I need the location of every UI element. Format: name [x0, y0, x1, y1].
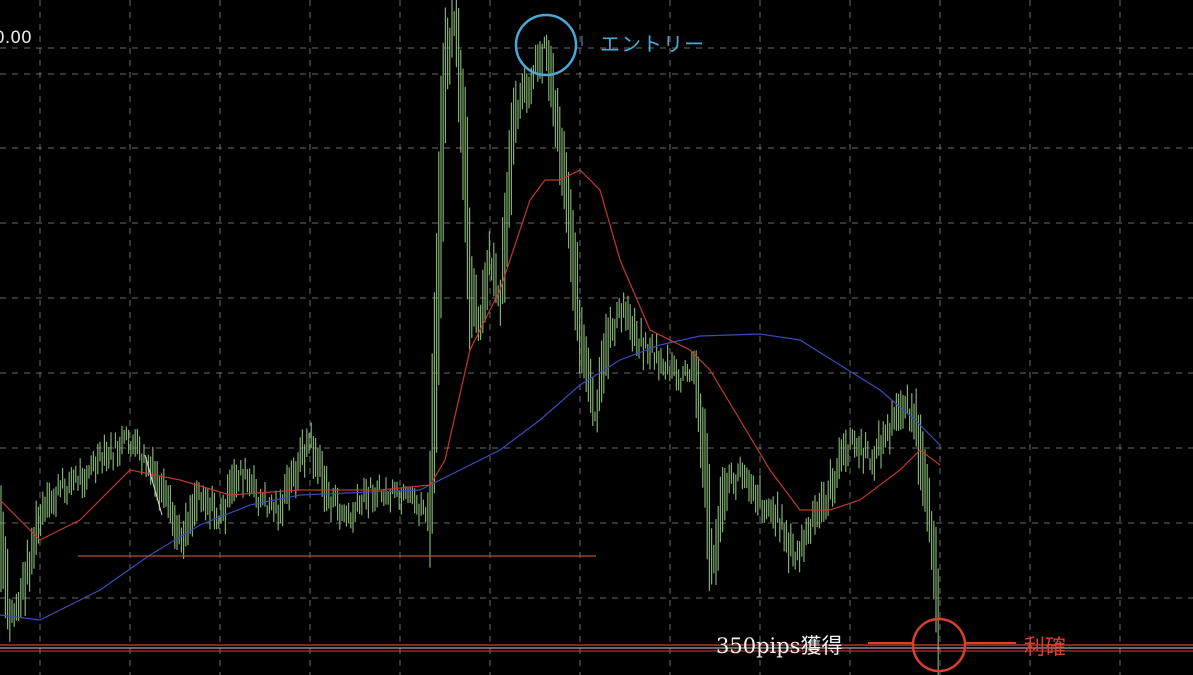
moving-average-fast [0, 169, 941, 541]
pips-gained-label: 350pips獲得 [716, 634, 843, 658]
entry-annotation-label: エントリー [600, 32, 705, 56]
trend-line [144, 454, 163, 516]
take-profit-circle [911, 617, 967, 673]
moving-average-slow [0, 333, 941, 621]
entry-circle [514, 13, 578, 77]
price-axis-label: 0.00 [0, 28, 32, 48]
take-profit-label: 利確 [1024, 635, 1066, 659]
